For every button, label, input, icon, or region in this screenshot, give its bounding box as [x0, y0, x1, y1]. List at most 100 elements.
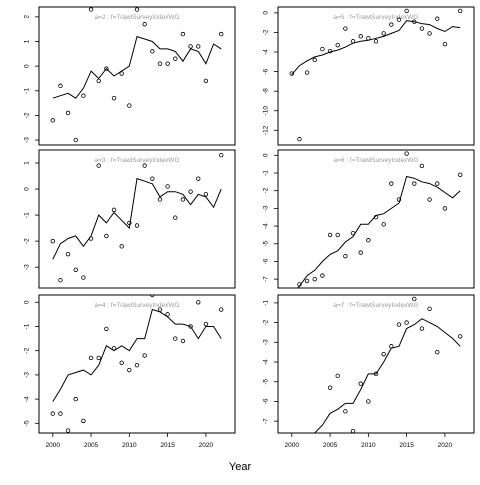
observed-point	[81, 93, 86, 98]
observed-point	[297, 136, 302, 142]
observed-point	[427, 197, 432, 202]
y-tick-label: 0	[24, 187, 31, 191]
observed-point	[88, 355, 94, 361]
panel-3: a=3 : f=TrawlSurveyIndexWG -3 -2 -1 0 1	[24, 149, 236, 289]
observed-point	[150, 49, 155, 54]
observed-point	[188, 189, 193, 194]
observed-point	[165, 312, 170, 317]
observed-point	[188, 324, 193, 329]
x-tick-label: 2005	[84, 442, 99, 449]
observed-point	[219, 31, 224, 37]
observed-point	[419, 326, 425, 331]
y-tick-label: 1	[24, 39, 31, 43]
y-tick-label: 1	[24, 161, 31, 165]
observed-point	[196, 300, 201, 305]
y-tick-label: -5	[24, 420, 31, 426]
observed-point	[219, 307, 224, 312]
y-tick-label: 0	[263, 153, 270, 157]
observed-point	[389, 22, 394, 27]
fitted-line	[313, 318, 461, 433]
observed-point	[389, 344, 394, 349]
x-axis-label: Year	[229, 461, 252, 473]
observed-point	[58, 83, 63, 89]
observed-point	[180, 338, 186, 344]
y-tick-label: -2	[263, 29, 270, 35]
y-tick-label: -3	[263, 339, 270, 345]
observed-point	[65, 110, 71, 116]
observed-point	[173, 336, 178, 341]
observed-point	[412, 19, 417, 24]
observed-point	[458, 334, 463, 339]
observed-point	[96, 78, 101, 84]
observed-point	[396, 17, 402, 22]
panel-title: a=6 : f=TrawlSurveyIndexWG	[333, 157, 418, 164]
observed-point	[188, 44, 193, 49]
panel-frame	[277, 149, 475, 289]
observed-point	[389, 181, 394, 186]
observed-point	[335, 232, 340, 238]
panel-frame	[38, 294, 236, 434]
observed-point	[327, 48, 333, 54]
observed-point	[404, 151, 409, 156]
observed-point	[381, 31, 386, 36]
y-tick-label: -4	[24, 396, 31, 402]
observed-point	[412, 296, 417, 302]
observed-point	[313, 435, 317, 439]
y-tick-label: -7	[263, 276, 270, 282]
observed-point	[111, 346, 117, 351]
observed-point	[134, 7, 140, 12]
observed-point	[321, 437, 325, 441]
observed-point	[404, 8, 409, 14]
y-tick-label: -3	[24, 264, 31, 270]
observed-point	[157, 197, 163, 202]
observed-point	[412, 181, 417, 186]
observed-point	[165, 61, 170, 66]
observed-point	[320, 273, 325, 278]
y-tick-label: -1	[263, 300, 270, 306]
observed-point	[104, 233, 109, 239]
y-tick-label: -4	[263, 359, 270, 365]
panel-frame	[38, 6, 236, 146]
x-tick-label: 2020	[199, 442, 214, 449]
observed-point	[435, 16, 440, 21]
observed-point	[373, 371, 379, 377]
observed-point	[358, 381, 363, 386]
observed-point	[58, 411, 63, 416]
y-tick-label: -5	[263, 240, 270, 246]
observed-point	[366, 36, 371, 41]
y-tick-label: -1	[24, 88, 31, 94]
observed-point	[88, 236, 94, 241]
observed-point	[219, 153, 224, 158]
y-tick-label: -8	[263, 88, 270, 94]
observed-point	[366, 399, 371, 404]
y-tick-label: -4	[263, 49, 270, 55]
observed-point	[88, 7, 94, 12]
observed-point	[442, 41, 448, 47]
observed-point	[350, 230, 356, 236]
observed-point	[73, 396, 78, 402]
observed-point	[304, 70, 310, 75]
panel-5: a=4 : f=TrawlSurveyIndexWG -5 -4 -3 -2 -1 0 200…	[24, 294, 236, 449]
observed-point	[165, 184, 170, 189]
observed-point	[427, 31, 432, 36]
observed-point	[65, 428, 71, 433]
x-tick-label: 2005	[323, 442, 338, 449]
observed-point	[304, 278, 310, 284]
y-tick-label: 0	[24, 300, 31, 304]
observed-point	[73, 137, 78, 143]
y-tick-label: -5	[263, 378, 270, 384]
y-tick-label: 0	[263, 11, 270, 15]
fitted-line	[52, 177, 222, 260]
observed-point	[150, 176, 155, 181]
observed-point	[127, 367, 132, 373]
fitted-line	[52, 308, 222, 402]
panel-frame	[277, 6, 475, 146]
observed-point	[180, 31, 186, 37]
observed-point	[404, 320, 409, 325]
panel-title: a=7 : f=TrawlSurveyIndexWG	[333, 302, 418, 309]
panel-frame	[277, 294, 475, 434]
observed-point	[381, 351, 386, 357]
observed-point	[111, 207, 117, 213]
observed-point	[358, 34, 363, 39]
